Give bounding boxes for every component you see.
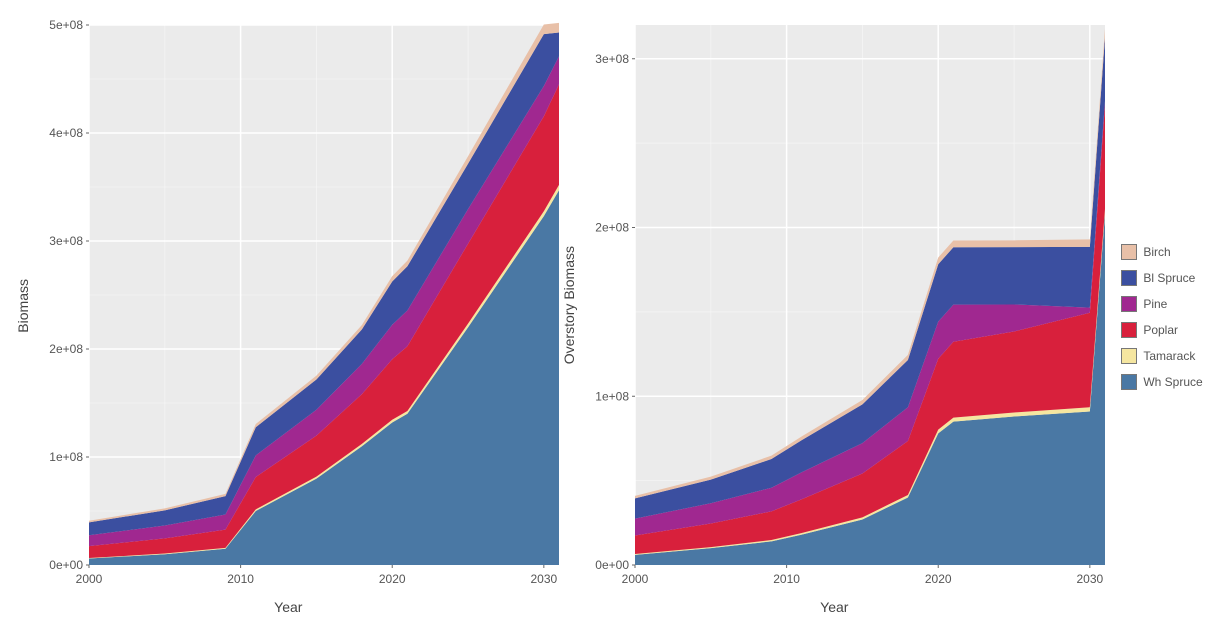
- legend-label: Tamarack: [1143, 349, 1195, 363]
- x-tick-label: 2010: [774, 572, 801, 586]
- legend-item: Pine: [1121, 296, 1202, 312]
- legend-swatch: [1121, 322, 1137, 338]
- x-tick-label: 2000: [622, 572, 649, 586]
- legend-item: Wh Spruce: [1121, 374, 1202, 390]
- x-tick-label: 2020: [925, 572, 952, 586]
- legend-label: Poplar: [1143, 323, 1178, 337]
- x-axis-label-right: Year: [820, 599, 848, 615]
- legend-swatch: [1121, 244, 1137, 260]
- chart-right: 0e+00 1e+08 2e+08 3e+08 2000 2010 2020 2030: [583, 19, 1107, 593]
- y-tick-label: 1e+08: [596, 389, 630, 403]
- legend-label: Wh Spruce: [1143, 375, 1202, 389]
- panel-left: Biomass 0e+00 1e+08 2e+08 3e+08 4e+08 5e+08 20…: [15, 19, 561, 615]
- legend-swatch: [1121, 374, 1137, 390]
- legend-label: Bl Spruce: [1143, 271, 1195, 285]
- legend-swatch: [1121, 270, 1137, 286]
- panel-right: Overstory Biomass 0e+00 1e+08 2e+08 3e+08 20…: [561, 19, 1107, 615]
- legend-item: Tamarack: [1121, 348, 1202, 364]
- legend: Birch Bl Spruce Pine Poplar Tamarack Wh Spruc…: [1121, 244, 1202, 390]
- y-tick-label: 4e+08: [50, 126, 84, 140]
- y-tick-label: 0e+00: [596, 558, 630, 572]
- legend-swatch: [1121, 296, 1137, 312]
- legend-item: Bl Spruce: [1121, 270, 1202, 286]
- x-tick-label: 2000: [76, 572, 103, 586]
- y-axis-label-left: Biomass: [15, 279, 31, 333]
- y-tick-label: 5e+08: [50, 19, 84, 32]
- legend-swatch: [1121, 348, 1137, 364]
- chart-left: 0e+00 1e+08 2e+08 3e+08 4e+08 5e+08 2000 2010 20…: [37, 19, 561, 593]
- y-tick-label: 0e+00: [50, 558, 84, 572]
- x-tick-label: 2020: [379, 572, 406, 586]
- page: Biomass 0e+00 1e+08 2e+08 3e+08 4e+08 5e+08 20…: [0, 0, 1218, 633]
- chart-wrap-right: Overstory Biomass 0e+00 1e+08 2e+08 3e+08 20…: [561, 19, 1107, 593]
- x-tick-label: 2030: [531, 572, 558, 586]
- y-axis-label-right: Overstory Biomass: [561, 246, 577, 364]
- x-tick-label: 2010: [228, 572, 255, 586]
- legend-item: Birch: [1121, 244, 1202, 260]
- legend-item: Poplar: [1121, 322, 1202, 338]
- legend-label: Pine: [1143, 297, 1167, 311]
- y-tick-label: 2e+08: [50, 342, 84, 356]
- x-tick-label: 2030: [1077, 572, 1104, 586]
- x-axis-label-left: Year: [274, 599, 302, 615]
- y-tick-label: 3e+08: [50, 234, 84, 248]
- legend-label: Birch: [1143, 245, 1170, 259]
- y-tick-label: 1e+08: [50, 450, 84, 464]
- y-tick-label: 3e+08: [596, 51, 630, 65]
- y-tick-label: 2e+08: [596, 220, 630, 234]
- chart-wrap-left: Biomass 0e+00 1e+08 2e+08 3e+08 4e+08 5e+08 20…: [15, 19, 561, 593]
